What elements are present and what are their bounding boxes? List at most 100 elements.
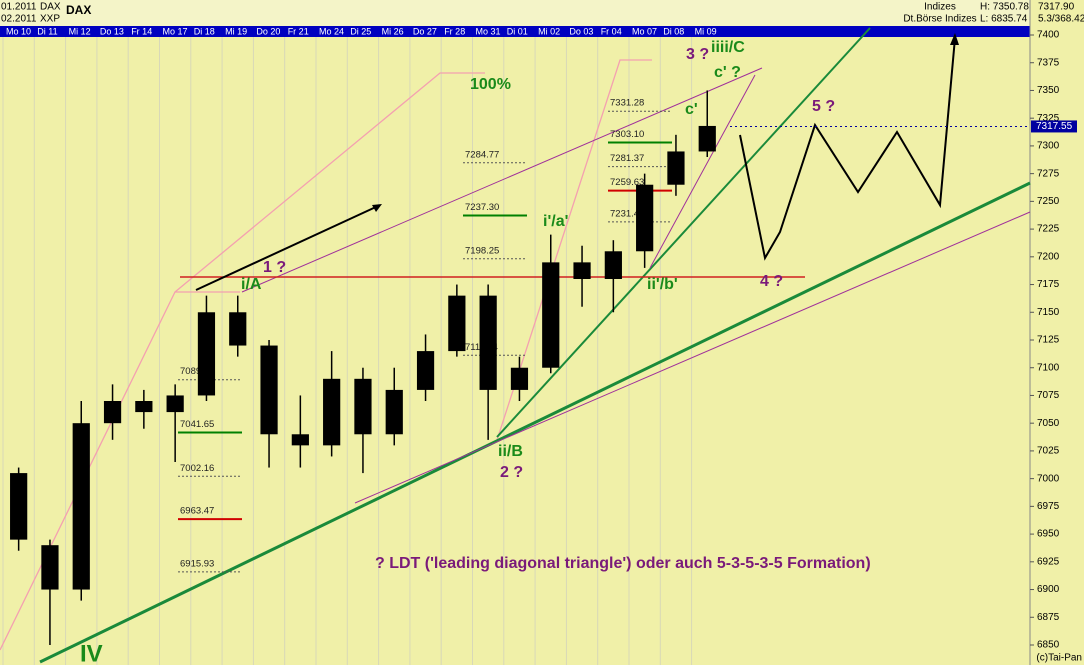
annotation: c' ?: [714, 64, 741, 81]
y-tick-label: 7000: [1037, 473, 1060, 484]
level-label: 7198.25: [465, 245, 499, 256]
level-label: 7259.63: [610, 177, 644, 188]
candle-body: [448, 295, 466, 352]
high-label: H: 7350.78: [980, 2, 1029, 13]
ratio: 5.3/368.42: [1038, 14, 1084, 25]
x-tick-label: Do 03: [569, 26, 593, 36]
y-tick-label: 7375: [1037, 57, 1060, 68]
candle-body: [103, 401, 122, 424]
y-tick-label: 6875: [1037, 612, 1060, 623]
x-tick-label: Mo 07: [632, 26, 657, 36]
x-tick-label: Fr 14: [131, 26, 152, 36]
header-code: XXP: [40, 14, 60, 25]
y-tick-label: 7050: [1037, 418, 1060, 429]
x-tick-label: Di 01: [507, 26, 528, 36]
annotation: 5 ?: [812, 98, 835, 115]
level-label: 7281.37: [610, 153, 644, 164]
annotation: ii'/b': [647, 276, 678, 293]
level-label: 7041.65: [180, 419, 214, 430]
level-label: 7089.19: [180, 366, 214, 377]
annotation: 4 ?: [760, 273, 783, 290]
y-tick-label: 7150: [1037, 307, 1060, 318]
level-label: 7237.30: [465, 202, 499, 213]
level-label: 7331.28: [610, 98, 644, 109]
header-info: Indizes: [924, 2, 956, 13]
arrow: [195, 205, 379, 291]
x-tick-label: Mo 10: [6, 26, 31, 36]
y-tick-label: 7250: [1037, 196, 1060, 207]
candle-body: [636, 184, 654, 252]
drawings: [0, 27, 1031, 664]
candle-body: [698, 125, 716, 152]
header-code: DAX: [40, 2, 61, 13]
annotation: i'/a': [543, 213, 568, 230]
annotation: i/A: [241, 276, 262, 293]
y-tick-label: 7350: [1037, 85, 1060, 96]
x-tick-label: Mi 26: [382, 26, 404, 36]
y-tick-label: 7275: [1037, 168, 1060, 179]
header-info: Dt.Börse Indizes: [903, 14, 976, 25]
x-tick-label: Mo 31: [476, 26, 501, 36]
level-label: 7002.16: [180, 463, 214, 474]
trendline: [649, 74, 756, 269]
candle-body: [416, 351, 435, 390]
fib-line: [0, 291, 240, 651]
header-date: 02.2011: [1, 14, 37, 25]
x-tick-label: Do 27: [413, 26, 437, 36]
candle-body: [323, 378, 341, 446]
trendline: [39, 181, 1031, 664]
candle-body: [510, 367, 529, 390]
y-tick-label: 7300: [1037, 141, 1060, 152]
annotation: 100%: [470, 76, 511, 93]
candle-body: [385, 389, 403, 435]
candle-body: [41, 545, 59, 590]
low-label: L: 6835.74: [980, 14, 1028, 25]
y-tick-label: 7325: [1037, 113, 1060, 124]
y-tick-label: 6850: [1037, 640, 1060, 651]
trendline: [496, 27, 871, 438]
candle-body: [667, 151, 685, 185]
y-tick-label: 6925: [1037, 556, 1060, 567]
x-tick-label: Mi 19: [225, 26, 247, 36]
header: [0, 0, 1030, 26]
candle-body: [542, 262, 560, 368]
chart-title: DAX: [66, 3, 91, 17]
x-tick-label: Mo 24: [319, 26, 344, 36]
y-tick-label: 7400: [1037, 30, 1060, 41]
y-tick-label: 7025: [1037, 446, 1060, 457]
annotation: 2 ?: [500, 464, 523, 481]
x-tick-label: Mi 09: [695, 26, 717, 36]
x-tick-label: Di 08: [663, 26, 684, 36]
x-tick-label: Di 11: [37, 26, 57, 36]
level-label: 7231.45: [610, 208, 644, 219]
candle-body: [291, 434, 309, 446]
last-price-box: [1031, 120, 1077, 133]
scenario-path: [739, 37, 956, 261]
x-tick-label: Fr 04: [601, 26, 622, 36]
y-tick-label: 7200: [1037, 251, 1060, 262]
annotation: ? LDT ('leading diagonal triangle') oder…: [375, 555, 871, 572]
x-tick-label: Fr 21: [288, 26, 309, 36]
candle-body: [573, 262, 591, 279]
last-price-label: 7317.55: [1036, 121, 1073, 132]
candle-body: [197, 312, 216, 396]
arrow-head: [950, 33, 959, 45]
candle-body: [135, 401, 153, 413]
y-tick-label: 7125: [1037, 335, 1060, 346]
level-label: 6915.93: [180, 558, 214, 569]
y-tick-label: 6975: [1037, 501, 1060, 512]
y-tick-label: 6950: [1037, 529, 1060, 540]
fib-line: [496, 59, 652, 441]
candle-body: [354, 378, 372, 435]
candle-body: [479, 295, 497, 390]
annotation: ii/B: [498, 443, 523, 460]
annotation: 3 ?: [686, 46, 709, 63]
price-top: 7317.90: [1038, 2, 1075, 13]
date-bar: [0, 26, 1030, 37]
x-tick-label: Do 13: [100, 26, 124, 36]
footer: (c)Tai-Pan: [1036, 653, 1082, 664]
y-tick-label: 6900: [1037, 584, 1060, 595]
